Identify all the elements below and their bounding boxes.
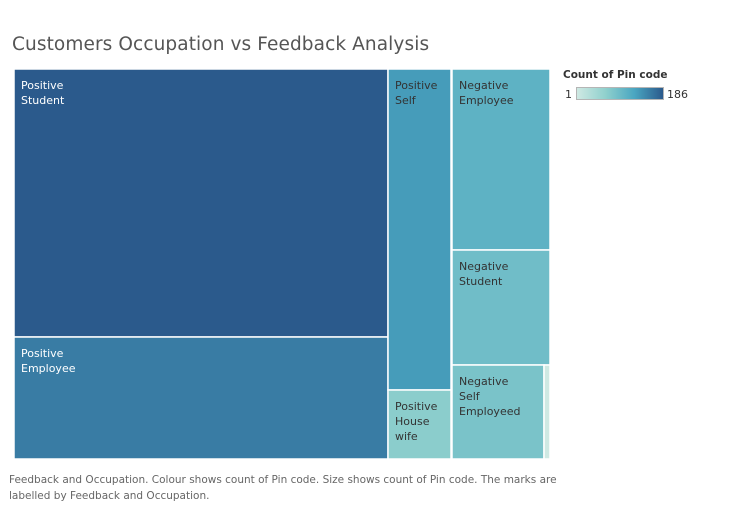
treemap-label-negative-student: Negative Student — [459, 260, 509, 288]
chart-caption: Feedback and Occupation. Colour shows co… — [9, 474, 557, 502]
treemap-label-negative-employee: Negative Employee — [459, 79, 514, 107]
treemap-cell-unlabeled[interactable] — [543, 364, 551, 460]
legend-min-label: 1 — [565, 88, 572, 101]
treemap-cell-positive-self[interactable] — [387, 68, 452, 391]
legend-color-ramp — [576, 87, 664, 100]
treemap-label-positive-employee: Positive Employee — [21, 347, 76, 375]
treemap-label-positive-house-wife: Positive House wife — [395, 400, 438, 443]
treemap-cell-negative-employee[interactable] — [451, 68, 551, 251]
treemap-cell-negative-self-employeed[interactable] — [451, 364, 545, 460]
treemap-cell-positive-employee[interactable] — [13, 336, 389, 460]
treemap-cell-positive-house-wife[interactable] — [387, 389, 452, 460]
legend-title: Count of Pin code — [563, 69, 668, 81]
treemap-cell-positive-student[interactable] — [13, 68, 389, 338]
treemap-label-positive-self: Positive Self — [395, 79, 438, 107]
chart-title: Customers Occupation vs Feedback Analysi… — [12, 34, 430, 55]
legend-max-label: 186 — [667, 88, 688, 101]
treemap-label-positive-student: Positive Student — [21, 79, 65, 107]
treemap-label-negative-self-employeed: Negative Self Employeed — [459, 375, 520, 418]
